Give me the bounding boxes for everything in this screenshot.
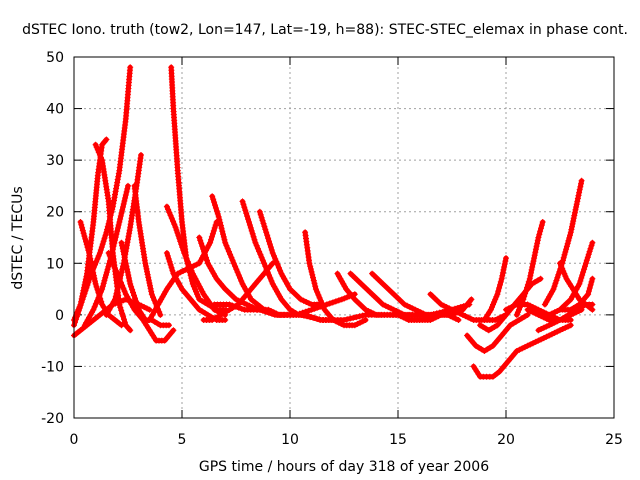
y-tick-label: 20: [46, 205, 64, 221]
x-tick-label: 5: [178, 432, 187, 448]
series-39: [524, 306, 585, 323]
series-38: [559, 275, 596, 313]
y-tick-label: 50: [46, 50, 64, 66]
series-37: [546, 239, 596, 318]
y-axis-label: dSTEC / TECUs: [10, 186, 26, 289]
chart-title: dSTEC Iono. truth (tow2, Lon=147, Lat=-1…: [22, 22, 628, 38]
series-markers: [524, 306, 585, 323]
series-line: [257, 209, 325, 307]
x-tick-label: 25: [605, 432, 623, 448]
series-layer: [71, 64, 596, 380]
series-12: [163, 203, 229, 318]
x-tick-label: 0: [70, 432, 79, 448]
y-tick-label: -10: [41, 359, 64, 375]
series-31: [481, 255, 509, 323]
plot-frame: [73, 56, 615, 419]
series-markers: [546, 239, 596, 318]
series-markers: [256, 208, 326, 308]
y-tick-label: 10: [46, 256, 64, 272]
series-markers: [405, 296, 475, 323]
series-17: [256, 208, 326, 308]
y-tick-label: 0: [55, 308, 64, 324]
series-29: [470, 322, 574, 380]
y-tick-label: -20: [41, 411, 64, 427]
x-tick-label: 15: [389, 432, 407, 448]
y-tick-label: 30: [46, 153, 64, 169]
series-28: [464, 311, 531, 354]
series-27: [405, 296, 475, 323]
x-tick-label: 10: [281, 432, 299, 448]
x-tick-label: 20: [497, 432, 515, 448]
series-markers: [559, 275, 596, 313]
series-markers: [131, 182, 164, 318]
axis-ticks: 0 5 10 15 20 25 -20 -10 0 10 20 30 40 50: [41, 50, 623, 448]
series-line: [132, 183, 163, 318]
series-markers: [464, 311, 531, 354]
series-25: [297, 301, 473, 323]
y-tick-label: 40: [46, 102, 64, 118]
series-markers: [481, 255, 509, 323]
series-markers: [302, 229, 369, 329]
grid: [74, 57, 614, 418]
series-9: [131, 182, 164, 318]
series-markers: [163, 203, 229, 318]
x-axis-label: GPS time / hours of day 318 of year 2006: [199, 459, 489, 475]
series-20: [302, 229, 369, 329]
series-markers: [470, 322, 574, 380]
